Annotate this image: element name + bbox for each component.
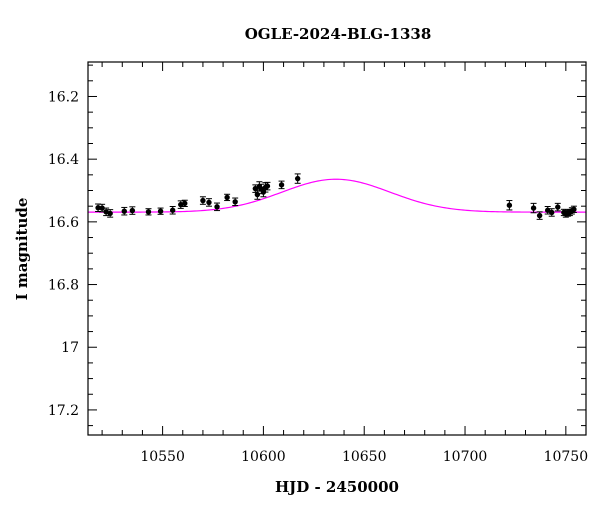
data-point: [99, 205, 105, 211]
tick-labels: 10550 10600 10650 10700 10750 16.2 16.4 16.6 16.…: [48, 89, 588, 465]
y-tick-label: 16.4: [48, 152, 79, 168]
x-tick-label: 10650: [342, 449, 387, 465]
data-point: [506, 202, 513, 208]
model-curve: [88, 178, 586, 213]
data-point: [214, 204, 220, 210]
data-point: [224, 194, 230, 201]
data-point: [182, 200, 188, 207]
data-points: [95, 173, 577, 220]
x-tick-label: 10700: [443, 449, 488, 465]
data-point: [264, 183, 271, 189]
data-point: [206, 199, 212, 206]
x-tick-label: 10750: [544, 449, 589, 465]
plot-frame: [87, 61, 587, 436]
y-tick-label: 16.6: [48, 215, 79, 231]
data-point: [530, 205, 537, 211]
y-tick-label: 16.2: [48, 89, 79, 105]
data-point: [232, 199, 238, 205]
data-point: [145, 209, 152, 215]
data-point: [121, 208, 127, 214]
data-point: [549, 209, 555, 216]
data-point: [169, 207, 176, 213]
y-tick-label: 17: [61, 340, 79, 356]
data-point: [95, 205, 101, 211]
x-tick-label: 10600: [241, 449, 286, 465]
y-tick-label: 16.8: [48, 278, 79, 294]
data-point: [129, 207, 136, 214]
x-tick-label: 10550: [140, 449, 185, 465]
data-point: [571, 206, 577, 213]
data-point: [278, 182, 285, 188]
data-point: [536, 212, 543, 219]
data-point: [157, 208, 164, 214]
data-point: [555, 204, 561, 210]
axis-ticks: [88, 62, 587, 435]
data-point: [200, 197, 206, 204]
y-tick-label: 17.2: [48, 403, 79, 419]
x-axis-label: HJD - 2450000: [275, 478, 399, 496]
chart-title: OGLE-2024-BLG-1338: [245, 25, 432, 43]
data-point: [254, 191, 261, 198]
y-axis-label: I magnitude: [13, 198, 31, 301]
data-point: [294, 175, 301, 182]
data-point: [107, 210, 113, 217]
